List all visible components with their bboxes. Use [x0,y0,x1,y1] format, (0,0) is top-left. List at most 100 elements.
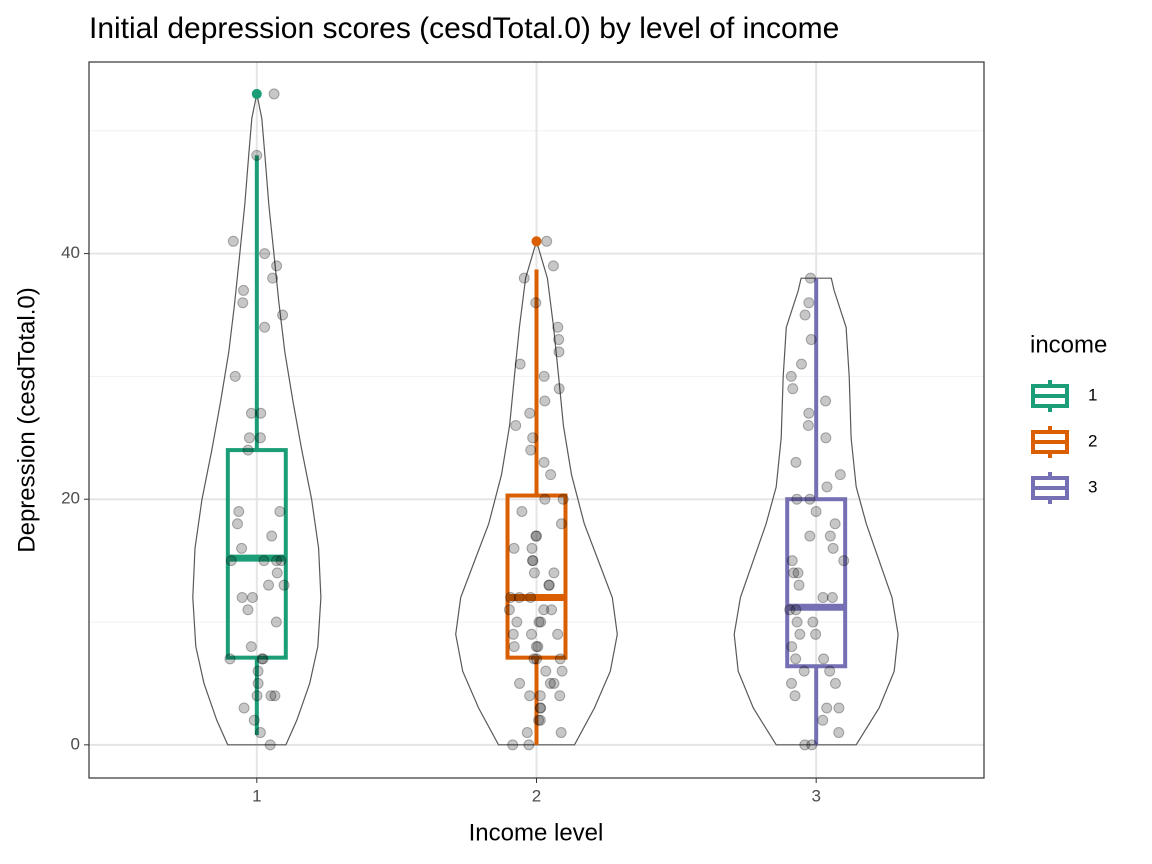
violin [455,239,618,746]
point [242,604,254,616]
point [263,579,275,591]
point [786,641,798,653]
point [785,370,797,382]
point [251,149,263,161]
outlier [531,236,542,247]
point [510,420,522,432]
point [270,616,282,628]
point [531,530,543,542]
point [557,493,569,505]
point [534,714,546,726]
point [507,628,519,640]
point [538,370,550,382]
point [271,555,283,567]
point [532,641,544,653]
point [807,616,819,628]
point [508,641,520,653]
box [785,497,848,669]
point [554,690,566,702]
point [236,542,248,554]
point [552,628,564,640]
point [258,555,270,567]
point [242,444,254,456]
point [805,272,817,284]
violin [192,93,322,746]
point [794,628,806,640]
point [788,567,800,579]
point [245,641,257,653]
point [821,481,833,493]
point [535,702,547,714]
point [251,690,263,702]
point [834,469,846,481]
point [514,358,526,370]
point [525,591,537,603]
point [528,567,540,579]
point [790,456,802,468]
point [554,653,566,665]
point [555,518,567,530]
point [548,567,560,579]
point [534,690,546,702]
point [233,505,245,517]
point [271,260,283,272]
point [804,493,816,505]
point [245,407,257,419]
point [805,334,817,346]
point [539,493,551,505]
point [803,297,815,309]
point [248,714,260,726]
point [254,727,266,739]
point [784,604,796,616]
point [541,235,553,247]
point [256,653,268,665]
point [833,702,845,714]
legend-label: 2 [1088,431,1097,450]
point [544,677,556,689]
point [793,579,805,591]
point [818,653,830,665]
point [804,530,816,542]
point [553,334,565,346]
point [232,518,244,530]
point [543,579,555,591]
y-tick-label: 40 [61,243,80,262]
point [265,690,277,702]
point [824,665,836,677]
point [526,555,538,567]
point [552,321,564,333]
point [277,309,289,321]
point [266,530,278,542]
chart-title: Initial depression scores (cesdTotal.0) … [89,12,839,45]
point [243,432,255,444]
point [505,591,517,603]
point [530,641,542,653]
point [790,653,802,665]
point [514,677,526,689]
point [274,505,286,517]
point [786,677,798,689]
point [838,555,850,567]
x-axis-label: Income level [469,819,604,846]
point [236,591,248,603]
point [225,555,237,567]
point [246,591,258,603]
point [229,370,241,382]
point [789,690,801,702]
point [817,591,829,603]
legend-label: 3 [1088,477,1097,496]
point [535,616,547,628]
point [507,739,519,751]
point [511,616,523,628]
point [820,395,832,407]
point [513,591,525,603]
violin [733,277,899,746]
x-tick-label: 3 [811,786,820,805]
y-tick-label: 0 [71,734,80,753]
point [503,604,515,616]
y-tick-label: 20 [61,489,80,508]
point [526,542,538,554]
point [798,665,810,677]
point [255,407,267,419]
